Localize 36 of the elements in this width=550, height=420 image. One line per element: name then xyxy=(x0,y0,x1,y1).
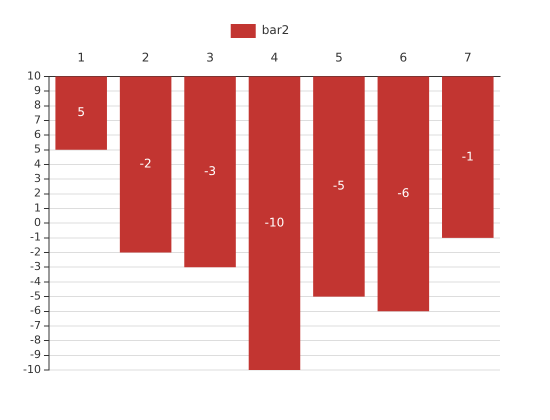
data-label: -2 xyxy=(140,156,152,171)
data-label: -5 xyxy=(332,178,345,193)
y-tick-label: -6 xyxy=(30,304,41,318)
x-tick-label: 5 xyxy=(335,50,343,64)
y-tick-label: -1 xyxy=(30,230,41,244)
y-tick-label: 6 xyxy=(34,128,41,141)
x-tick-label: 1 xyxy=(77,50,86,64)
y-tick-label: -5 xyxy=(30,289,41,302)
x-tick-label: 3 xyxy=(206,50,214,64)
y-tick-label: 2 xyxy=(34,186,41,200)
y-tick-label: 5 xyxy=(34,142,41,156)
y-tick-label: -10 xyxy=(23,362,41,376)
y-tick-label: 9 xyxy=(34,84,41,97)
y-tick-label: -9 xyxy=(30,348,41,362)
y-tick-label: -8 xyxy=(30,334,41,346)
data-label: -1 xyxy=(462,149,474,164)
y-tick-label: -2 xyxy=(30,245,41,258)
x-tick-label: 6 xyxy=(400,50,408,64)
data-label: -3 xyxy=(204,164,216,178)
y-tick-label: 7 xyxy=(34,113,41,126)
y-tick-label: 0 xyxy=(34,216,41,230)
data-label: -6 xyxy=(397,186,410,200)
data-label: -10 xyxy=(264,215,284,230)
y-tick-label: -4 xyxy=(30,274,41,288)
x-tick-label: 4 xyxy=(270,50,278,64)
legend-label: bar2 xyxy=(262,23,290,38)
data-label: 5 xyxy=(77,105,86,120)
y-tick-label: 1 xyxy=(34,201,41,214)
x-tick-label: 2 xyxy=(142,50,150,64)
y-tick-label: -7 xyxy=(30,318,41,332)
y-tick-label: 8 xyxy=(34,98,41,112)
y-tick-label: 3 xyxy=(34,172,41,186)
y-tick-label: -3 xyxy=(30,260,41,274)
x-tick-label: 7 xyxy=(464,50,472,64)
y-tick-label: 10 xyxy=(26,69,41,82)
y-tick-label: 4 xyxy=(34,157,41,170)
